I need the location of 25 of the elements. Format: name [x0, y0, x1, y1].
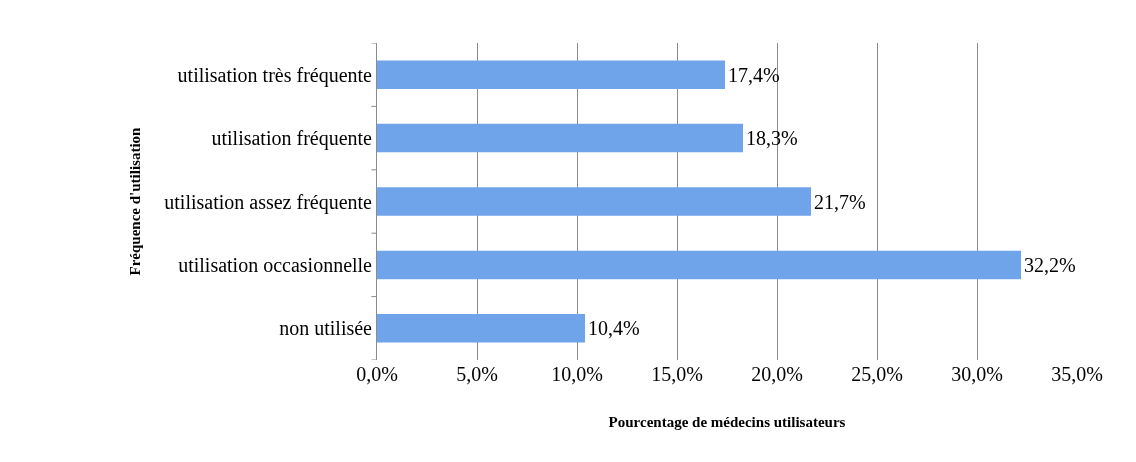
y-tick-label: utilisation assez fréquente: [164, 190, 373, 214]
x-axis-title: Pourcentage de médecins utilisateurs: [608, 414, 846, 430]
data-label: 10,4%: [588, 317, 640, 340]
x-tick-label: 15,0%: [651, 363, 703, 385]
y-axis-title: Fréquence d'utilisation: [126, 126, 143, 276]
y-tick-label: non utilisée: [279, 317, 373, 340]
data-label: 17,4%: [728, 63, 780, 86]
bar: [377, 187, 811, 216]
x-tick-label: 30,0%: [951, 363, 1003, 385]
x-tick-label: 20,0%: [751, 363, 803, 385]
bar: [377, 123, 743, 153]
x-tick-label: 0,0%: [356, 363, 398, 385]
x-tick-label: 5,0%: [456, 363, 498, 385]
bar: [377, 60, 725, 89]
bar: [377, 250, 1021, 280]
bar: [377, 314, 585, 343]
y-tick-label: utilisation fréquente: [211, 127, 373, 151]
x-tick-label: 10,0%: [551, 363, 603, 385]
y-tick-label: utilisation occasionnelle: [178, 253, 373, 276]
data-label: 18,3%: [746, 127, 798, 150]
data-label: 21,7%: [814, 190, 866, 213]
x-tick-label: 35,0%: [1051, 363, 1103, 385]
y-tick-label: utilisation très fréquente: [177, 63, 373, 87]
data-label: 32,2%: [1024, 253, 1076, 276]
x-tick-label: 25,0%: [851, 363, 903, 385]
